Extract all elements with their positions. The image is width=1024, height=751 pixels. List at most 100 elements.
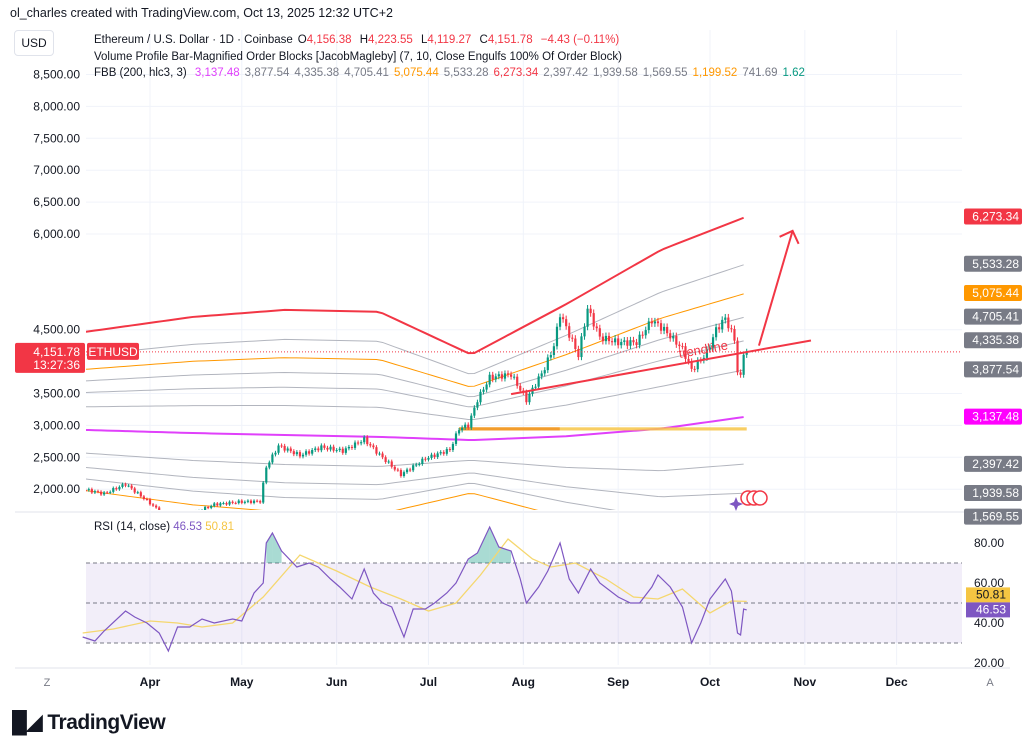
candle xyxy=(210,504,213,510)
candle-body xyxy=(396,469,399,471)
time-tick-label: Aug xyxy=(512,675,535,689)
candle-body xyxy=(109,491,112,493)
candle xyxy=(632,336,635,346)
price-level-label xyxy=(964,455,1022,472)
symbol-title[interactable]: Ethereum / U.S. Dollar · 1D · Coinbase xyxy=(94,34,293,46)
candle xyxy=(329,444,332,452)
fbb-band-line xyxy=(86,216,745,355)
candle-body xyxy=(158,507,161,510)
order-block-legend[interactable]: Volume Profile Bar-Magnified Order Block… xyxy=(94,51,622,63)
time-tick-label: Jun xyxy=(326,675,347,689)
candle xyxy=(347,444,350,451)
candle xyxy=(90,487,93,495)
high-label: H xyxy=(359,34,369,46)
candle-body xyxy=(372,445,375,448)
high-value: 4,223.55 xyxy=(368,34,413,46)
candle xyxy=(118,485,121,491)
candle xyxy=(601,333,604,345)
candle-body xyxy=(259,501,262,503)
candle-body xyxy=(335,450,338,452)
candle-body xyxy=(644,330,647,336)
currency-button[interactable]: USD xyxy=(14,30,54,56)
candle-body xyxy=(669,333,672,339)
candle xyxy=(317,446,320,453)
candle xyxy=(249,499,253,505)
price-level-label xyxy=(964,361,1022,378)
candle xyxy=(139,490,142,498)
candle-body xyxy=(424,458,427,460)
candle-body xyxy=(381,453,384,458)
axis-zoom-button[interactable]: Z xyxy=(44,677,51,689)
candle-body xyxy=(124,484,127,486)
candle xyxy=(314,446,317,453)
trendline xyxy=(510,339,812,396)
candle xyxy=(332,444,335,453)
candle-body xyxy=(583,326,586,337)
candle-body xyxy=(356,442,360,444)
candle-body xyxy=(186,515,188,517)
candle xyxy=(136,490,139,495)
candle xyxy=(353,440,357,450)
candle-body xyxy=(164,513,166,516)
candle-body xyxy=(537,376,540,387)
candle-body xyxy=(268,462,271,468)
candle-body xyxy=(393,466,396,470)
candle xyxy=(234,501,237,505)
candle xyxy=(473,405,476,419)
fbb-value: 5,075.44 xyxy=(393,67,439,79)
fbb-legend[interactable]: FBB (200, hlc3, 3) 3,137.48 3,877.54 4,335… xyxy=(94,67,810,79)
candle-body xyxy=(274,452,277,455)
close-value: 4,151.78 xyxy=(487,34,533,46)
candle xyxy=(494,373,497,383)
candle-body xyxy=(678,344,681,347)
logo-text: TradingView xyxy=(47,711,166,734)
candle xyxy=(366,435,369,447)
price-level-label xyxy=(964,208,1022,225)
rsi-legend[interactable]: RSI (14, close) 46.53 50.81 xyxy=(94,521,234,533)
fbb-value: 4,335.38 xyxy=(294,67,340,79)
price-level-value: 4,335.38 xyxy=(972,333,1019,347)
candle xyxy=(718,323,721,333)
candle-body xyxy=(139,492,142,497)
candle-body xyxy=(252,500,256,503)
candle xyxy=(644,326,647,339)
candle-body xyxy=(329,446,332,450)
candle-body xyxy=(427,457,430,460)
candle xyxy=(402,470,406,478)
price-tick-label: 6,000.00 xyxy=(33,227,80,241)
candle xyxy=(549,351,552,361)
candle-body xyxy=(601,336,604,342)
candle-body xyxy=(142,496,145,500)
candle-body xyxy=(415,464,418,466)
candle-body xyxy=(96,491,100,493)
rsi-overbought-fill xyxy=(498,547,512,563)
fbb-value: 1,199.52 xyxy=(692,67,738,79)
candle xyxy=(393,465,396,472)
candle-body xyxy=(323,445,326,448)
rsi-ma-last-value: 50.81 xyxy=(976,587,1006,601)
fbb-band-line xyxy=(86,340,744,408)
candle xyxy=(203,505,207,510)
candle-body xyxy=(112,488,115,492)
candle-body xyxy=(418,463,421,465)
candle xyxy=(641,331,644,339)
candle xyxy=(256,499,259,503)
candle xyxy=(675,332,678,348)
candle-body xyxy=(662,326,666,331)
candle xyxy=(650,317,653,327)
open-label: O xyxy=(297,34,307,46)
fbb-value: 1,939.58 xyxy=(593,67,638,79)
candle-body xyxy=(705,349,709,358)
chart-canvas[interactable]: 8,500.00 8,000.00 7,500.00 7,000.00 6,500.00… xyxy=(0,0,1024,700)
candle-body xyxy=(155,505,158,508)
candle-body xyxy=(216,503,219,506)
candle xyxy=(684,342,687,362)
axis-auto-button[interactable]: A xyxy=(986,677,994,689)
candle-body xyxy=(151,504,155,506)
candle xyxy=(623,337,626,346)
candle xyxy=(509,371,513,380)
candle-body xyxy=(467,424,470,428)
candle xyxy=(271,452,274,465)
candle xyxy=(592,309,595,330)
